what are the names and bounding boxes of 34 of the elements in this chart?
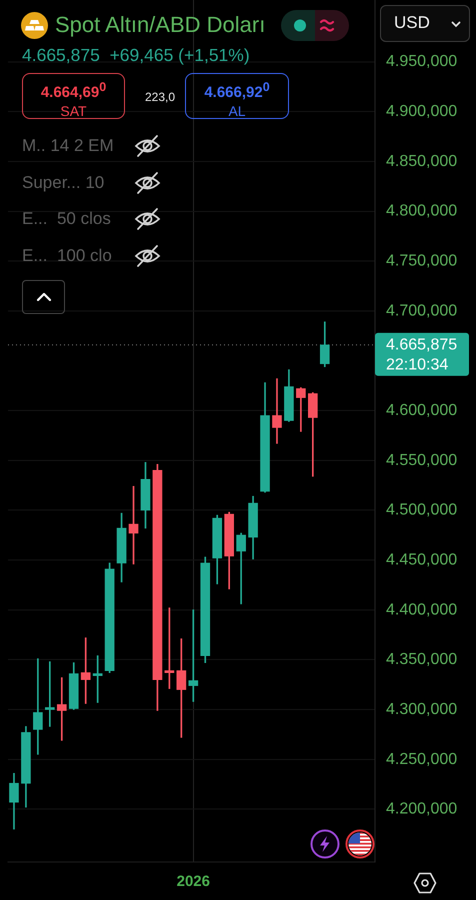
- candlestick: [128, 486, 138, 564]
- annotation: M.. 14 2 EM: [22, 135, 114, 157]
- y-tick-label: 4.450,000: [386, 551, 458, 568]
- y-tick-label: 4.400,000: [386, 601, 458, 618]
- annotation: E... 50 clos: [22, 208, 111, 230]
- y-tick-label: 4.550,000: [386, 452, 458, 469]
- y-tick-label: 4.750,000: [386, 252, 458, 270]
- y-tick-label: 4.800,000: [386, 202, 458, 220]
- ref-line-label: 4.665,875: [386, 336, 458, 354]
- y-tick-label: 4.900,000: [386, 103, 458, 120]
- y-tick-label: 4.200,000: [386, 800, 458, 818]
- y-tick-label: 4.300,000: [386, 700, 458, 718]
- text: 4.665,875 +69,465 (+1,51%): [22, 44, 250, 67]
- y-tick-label: 4.600,000: [386, 402, 458, 419]
- annotation: AL: [227, 102, 247, 120]
- annotation: Super... 10: [22, 172, 104, 194]
- buy-button: 4.666,92$^{0}$ AL: [185, 73, 289, 119]
- x-tick-label: 2026: [176, 873, 210, 890]
- currency-dropdown: USD: [380, 5, 470, 42]
- annotation: 4.666,92$^{0}$: [203, 79, 271, 102]
- candlestick: [272, 378, 282, 444]
- annotation: 4.664,69$^{0}$: [40, 79, 108, 102]
- annotation: SAT: [59, 102, 88, 120]
- annotation: 223,0: [144, 89, 176, 105]
- y-tick-label: 4.700,000: [386, 302, 458, 320]
- annotation: E... 100 clo: [22, 245, 112, 267]
- text: 22:10:34: [386, 356, 448, 374]
- y-tick-label: 4.250,000: [386, 750, 458, 768]
- y-tick-label: 4.850,000: [386, 152, 458, 170]
- sell-button: 4.664,69$^{0}$ SAT: [22, 73, 125, 119]
- y-tick-label: 4.350,000: [386, 651, 458, 668]
- text: Spot Altın/ABD Doları: [55, 11, 266, 39]
- y-tick-label: 4.950,000: [386, 53, 458, 70]
- y-tick-label: 4.500,000: [386, 502, 458, 519]
